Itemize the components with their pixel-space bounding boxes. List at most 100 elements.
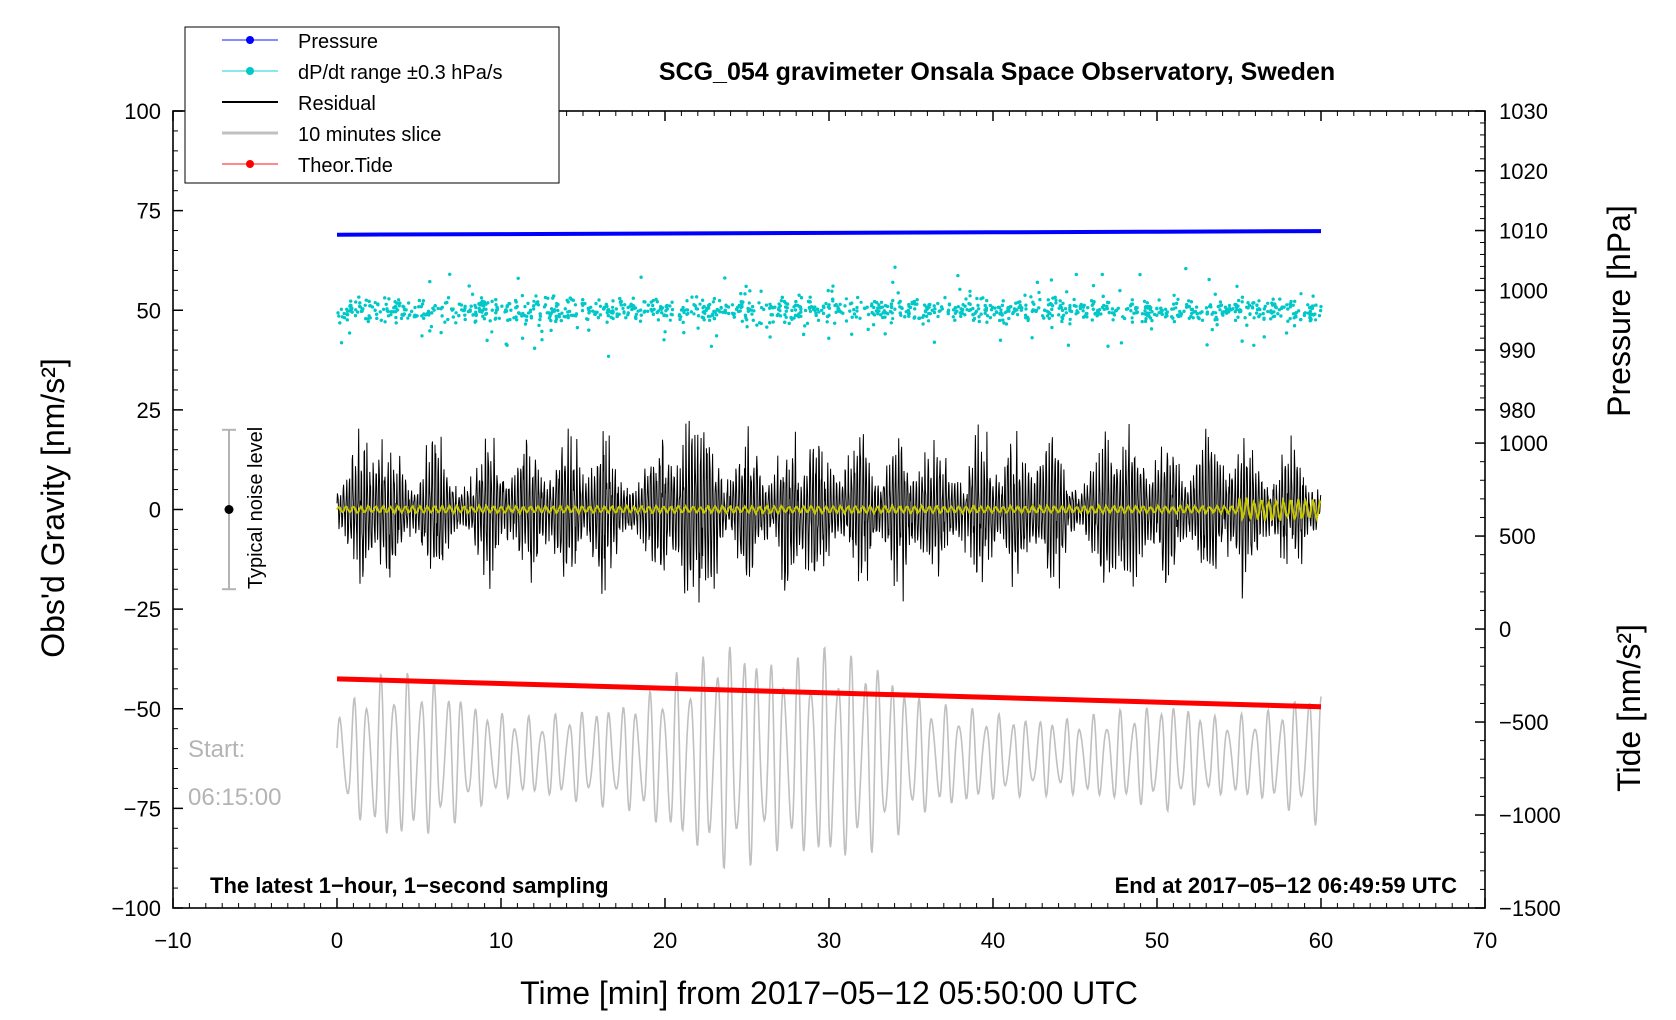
dpdt-point bbox=[406, 316, 410, 320]
dpdt-point bbox=[899, 305, 903, 310]
dpdt-point bbox=[548, 314, 552, 318]
dpdt-point bbox=[474, 312, 478, 316]
dpdt-point bbox=[479, 296, 484, 300]
dpdt-point bbox=[759, 289, 763, 293]
dpdt-point bbox=[923, 303, 927, 307]
dpdt-point bbox=[1045, 309, 1049, 313]
dpdt-point bbox=[1009, 305, 1013, 309]
legend-label-dpdt: dP/dt range ±0.3 hPa/s bbox=[298, 62, 502, 84]
dpdt-point bbox=[977, 319, 981, 324]
y-tick-label: −50 bbox=[124, 697, 161, 722]
dpdt-point bbox=[1095, 314, 1099, 318]
dpdt-point bbox=[698, 302, 702, 306]
dpdt-point bbox=[1160, 312, 1164, 316]
dpdt-point bbox=[1134, 311, 1139, 315]
pressure-tick-label: 990 bbox=[1499, 338, 1536, 363]
dpdt-point bbox=[947, 302, 952, 306]
dpdt-point bbox=[495, 305, 499, 309]
dpdt-point bbox=[1205, 312, 1209, 316]
dpdt-point bbox=[605, 320, 609, 324]
dpdt-point bbox=[398, 301, 402, 305]
dpdt-point bbox=[652, 307, 656, 311]
dpdt-point bbox=[523, 305, 527, 309]
dpdt-point bbox=[1082, 315, 1086, 319]
dpdt-point bbox=[1001, 318, 1005, 322]
dpdt-point bbox=[1024, 307, 1028, 311]
dpdt-point bbox=[1145, 311, 1149, 315]
dpdt-point bbox=[543, 295, 548, 300]
dpdt-point bbox=[745, 318, 749, 322]
dpdt-point bbox=[988, 316, 993, 320]
y-tick-label: −100 bbox=[111, 896, 161, 921]
noise-center-dot bbox=[224, 505, 234, 514]
dpdt-point bbox=[685, 299, 689, 303]
dpdt-point bbox=[597, 298, 601, 302]
dpdt-point bbox=[593, 310, 597, 314]
dpdt-point bbox=[1233, 310, 1237, 314]
dpdt-point bbox=[655, 310, 659, 315]
dpdt-point bbox=[891, 299, 895, 303]
dpdt-point bbox=[735, 307, 739, 311]
dpdt-point bbox=[552, 294, 556, 298]
dpdt-point bbox=[976, 303, 980, 307]
dpdt-point bbox=[504, 342, 508, 346]
dpdt-point bbox=[713, 310, 717, 314]
dpdt-point bbox=[718, 299, 722, 303]
dpdt-point bbox=[737, 303, 741, 307]
dpdt-point bbox=[515, 318, 519, 322]
dpdt-point bbox=[940, 305, 944, 309]
dpdt-point bbox=[494, 311, 498, 315]
dpdt-point bbox=[1163, 315, 1168, 319]
dpdt-point bbox=[715, 334, 719, 338]
dpdt-point bbox=[996, 305, 1001, 309]
dpdt-point bbox=[1006, 306, 1010, 310]
dpdt-point bbox=[1061, 301, 1065, 305]
dpdt-point bbox=[886, 312, 890, 316]
dpdt-point bbox=[1223, 305, 1227, 309]
dpdt-point bbox=[1138, 273, 1142, 277]
dpdt-point bbox=[1015, 313, 1020, 317]
dpdt-point bbox=[930, 308, 934, 312]
dpdt-point bbox=[968, 302, 972, 306]
dpdt-point bbox=[739, 300, 743, 304]
dpdt-point bbox=[752, 309, 756, 313]
dpdt-point bbox=[642, 300, 646, 304]
dpdt-point bbox=[1068, 306, 1072, 310]
dpdt-point bbox=[877, 303, 881, 307]
dpdt-point bbox=[805, 321, 810, 325]
dpdt-point bbox=[358, 301, 362, 305]
dpdt-point bbox=[1101, 294, 1105, 298]
dpdt-point bbox=[1004, 322, 1009, 326]
dpdt-point bbox=[907, 303, 911, 307]
dpdt-point bbox=[399, 316, 404, 320]
dpdt-point bbox=[363, 303, 367, 307]
dpdt-point bbox=[859, 300, 863, 304]
dpdt-point bbox=[1286, 307, 1290, 311]
dpdt-point bbox=[843, 304, 847, 308]
dpdt-point bbox=[1110, 311, 1114, 315]
dpdt-point bbox=[623, 303, 627, 307]
dpdt-point bbox=[589, 305, 593, 309]
dpdt-point bbox=[654, 297, 658, 301]
dpdt-point bbox=[876, 306, 880, 310]
dpdt-point bbox=[943, 296, 947, 300]
dpdt-point bbox=[1016, 300, 1020, 305]
dpdt-point bbox=[959, 307, 963, 311]
dpdt-point bbox=[1050, 325, 1054, 330]
dpdt-point bbox=[1291, 312, 1296, 316]
dpdt-point bbox=[850, 332, 854, 336]
dpdt-point bbox=[494, 298, 498, 302]
dpdt-point bbox=[621, 306, 625, 310]
x-tick-label: 70 bbox=[1473, 928, 1497, 953]
dpdt-point bbox=[1271, 303, 1275, 307]
dpdt-point bbox=[1072, 304, 1076, 308]
dpdt-point bbox=[681, 306, 685, 310]
dpdt-point bbox=[783, 313, 787, 317]
dpdt-point bbox=[1273, 303, 1277, 307]
dpdt-point bbox=[789, 315, 793, 320]
dpdt-point bbox=[1024, 313, 1028, 317]
dpdt-point bbox=[1311, 294, 1315, 298]
dpdt-point bbox=[1187, 299, 1191, 303]
dpdt-point bbox=[624, 316, 628, 320]
